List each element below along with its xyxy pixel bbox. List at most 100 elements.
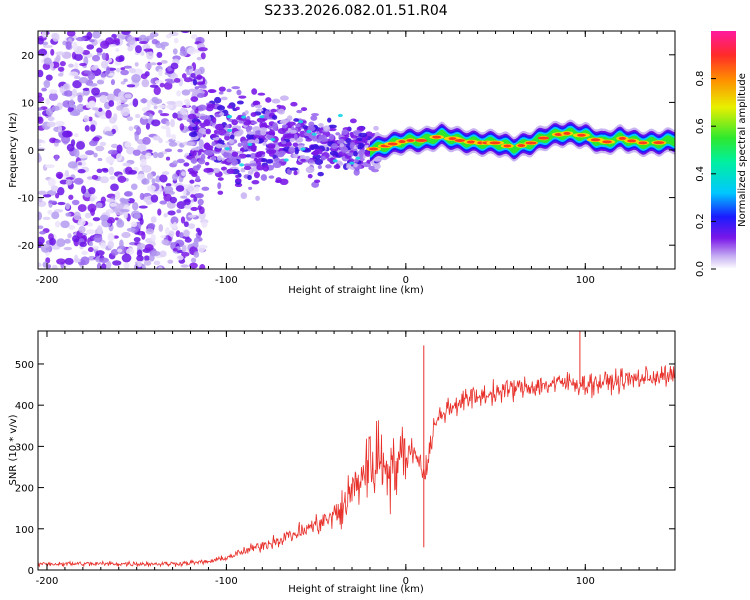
noise-blob <box>105 198 115 203</box>
transition-blob <box>197 104 207 111</box>
noise-blob <box>195 192 204 199</box>
spectrogram-ytick-label: 0 <box>28 146 34 157</box>
noise-blob <box>146 50 154 60</box>
noise-blob <box>108 100 115 107</box>
noise-blob <box>183 99 190 104</box>
transition-blob <box>191 105 197 110</box>
noise-blob <box>65 179 73 186</box>
spectrogram-ytick-label: 20 <box>21 51 34 62</box>
transition-blob <box>290 101 298 107</box>
noise-blob <box>96 168 103 173</box>
noise-blob <box>133 237 141 243</box>
transition-blob <box>272 162 282 169</box>
noise-blob <box>113 38 120 43</box>
noise-blob <box>104 130 113 136</box>
ridge-core-red <box>563 131 571 135</box>
transition-blob <box>236 125 242 130</box>
transition-blob <box>214 148 221 152</box>
noise-blob <box>158 137 163 144</box>
noise-blob <box>105 109 112 119</box>
noise-blob <box>64 257 74 265</box>
noise-blob <box>119 197 126 203</box>
transition-blob <box>190 96 199 102</box>
snr-ylabel: SNR (10 * v/v) <box>8 414 19 485</box>
noise-blob <box>107 232 115 242</box>
noise-blob <box>170 62 179 70</box>
noise-blob <box>86 176 94 180</box>
transition-blob <box>329 157 336 165</box>
noise-blob <box>79 241 87 247</box>
noise-blob <box>157 152 164 159</box>
noise-blob <box>68 99 75 108</box>
transition-blob <box>294 123 301 128</box>
noise-blob <box>198 139 204 148</box>
ridge-core-red <box>415 138 428 142</box>
transition-blob <box>311 134 318 142</box>
transition-blob <box>217 139 225 144</box>
noise-blob <box>57 66 65 72</box>
noise-blob <box>48 200 57 204</box>
transition-blob <box>292 153 299 159</box>
noise-blob <box>184 237 192 243</box>
noise-blob <box>141 79 150 88</box>
noise-blob <box>165 34 172 39</box>
noise-blob <box>38 236 45 245</box>
transition-blob <box>328 127 337 132</box>
noise-blob <box>146 172 154 180</box>
noise-blob <box>140 73 148 80</box>
noise-blob <box>172 48 178 55</box>
transition-blob <box>309 145 316 150</box>
noise-blob <box>183 77 193 83</box>
noise-blob <box>65 177 74 181</box>
transition-blob <box>256 117 266 123</box>
noise-blob <box>160 59 168 64</box>
noise-blob <box>81 185 87 194</box>
snr-xtick-label: -200 <box>36 576 59 587</box>
noise-blob <box>39 231 47 235</box>
noise-blob <box>115 48 120 53</box>
transition-blob <box>270 108 277 113</box>
hotspot-blob <box>332 159 338 163</box>
noise-blob <box>145 62 152 70</box>
spectrogram-ytick-label: 10 <box>21 98 34 109</box>
noise-blob <box>38 196 43 203</box>
noise-blob <box>171 134 176 141</box>
noise-blob <box>126 227 136 232</box>
noise-blob <box>127 35 136 45</box>
noise-blob <box>99 176 109 184</box>
noise-blob <box>152 151 159 159</box>
noise-blob <box>180 31 190 34</box>
noise-blob <box>173 78 181 83</box>
noise-blob <box>41 87 47 92</box>
noise-blob <box>165 183 172 187</box>
noise-blob <box>193 251 200 258</box>
noise-blob <box>186 185 194 192</box>
noise-blob <box>107 240 114 249</box>
noise-blob <box>107 72 115 77</box>
noise-blob <box>119 239 124 249</box>
transition-blob <box>223 152 230 157</box>
transition-blob <box>350 142 356 147</box>
noise-blob <box>166 100 176 105</box>
transition-blob <box>260 129 267 136</box>
noise-blob <box>88 255 96 261</box>
noise-blob <box>45 97 50 105</box>
transition-blob <box>245 133 255 140</box>
noise-blob <box>106 93 116 102</box>
transition-blob <box>221 160 228 164</box>
noise-blob <box>123 191 133 197</box>
transition-blob <box>299 130 307 138</box>
noise-blob <box>38 262 42 268</box>
noise-blob <box>113 96 120 101</box>
noise-blob <box>52 32 60 42</box>
noise-blob <box>190 73 196 78</box>
transition-blob <box>293 170 298 176</box>
transition-blob <box>353 169 360 176</box>
noise-blob <box>45 257 51 264</box>
transition-blob <box>191 147 198 152</box>
noise-blob <box>158 109 163 114</box>
transition-blob <box>211 155 216 161</box>
snr-line <box>38 364 675 568</box>
noise-blob <box>55 51 65 56</box>
transition-blob <box>313 145 320 150</box>
